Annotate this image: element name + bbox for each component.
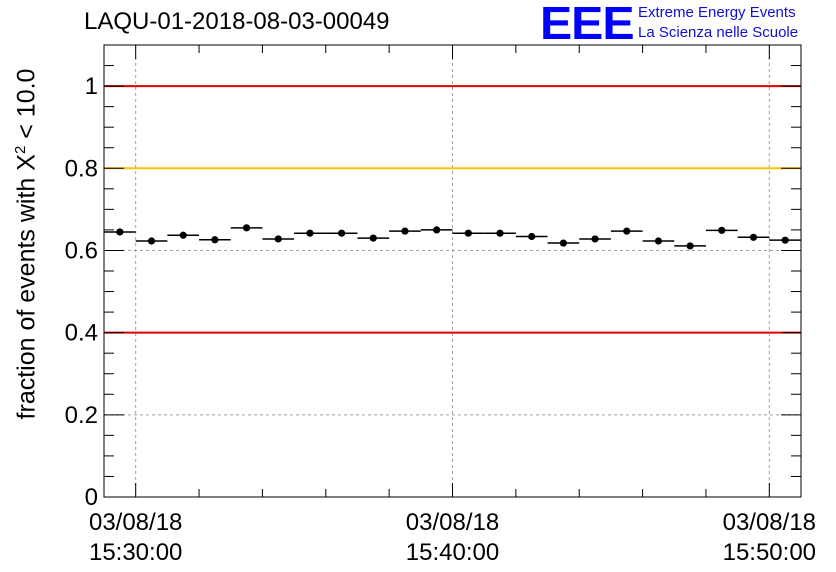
y-axis-label-prefix: fraction of events with X [12, 154, 41, 420]
data-points [104, 224, 801, 250]
chart-title: LAQU-01-2018-08-03-00049 [84, 8, 390, 35]
y-tick-label: 0 [85, 484, 98, 511]
y-axis-label-suffix: < 10.0 [12, 68, 41, 146]
data-point [623, 227, 631, 235]
logo-line-2: La Scienza nelle Scuole [638, 24, 799, 41]
data-point [781, 236, 789, 244]
data-point [211, 236, 219, 244]
x-tick-label-time: 15:40:00 [406, 539, 499, 566]
tick-labels: 0 0.2 0.4 0.6 0.8 1 03/08/18 15:30:00 03/08/18 15… [65, 73, 816, 566]
axis-ticks [104, 44, 801, 498]
logo-line-1: Extreme Energy Events [638, 4, 796, 21]
y-axis-label: fraction of events with X2 < 10.0 [12, 34, 42, 454]
x-tick-label-date: 03/08/18 [406, 509, 499, 536]
data-point [242, 224, 251, 232]
data-point [464, 229, 472, 237]
x-tick-label-date: 03/08/18 [723, 509, 816, 536]
data-point [749, 233, 758, 241]
y-tick-label: 0.4 [65, 320, 98, 347]
y-tick-label: 1 [85, 73, 98, 100]
data-point [686, 242, 694, 250]
data-point [528, 232, 536, 241]
y-tick-label: 0.2 [65, 402, 98, 429]
data-point [369, 234, 377, 242]
data-point [401, 227, 409, 235]
data-point [274, 235, 282, 243]
data-point [718, 226, 726, 234]
data-point [147, 237, 156, 245]
data-point [654, 237, 663, 245]
data-point [591, 235, 599, 243]
reference-lines [104, 85, 801, 334]
data-point [496, 229, 504, 237]
y-tick-label: 0.8 [65, 155, 98, 182]
data-point [179, 231, 187, 239]
x-tick-label-date: 03/08/18 [89, 509, 182, 536]
data-point [116, 228, 124, 236]
y-tick-label: 0.6 [65, 237, 98, 264]
x-tick-label-time: 15:30:00 [89, 539, 182, 566]
data-point [306, 229, 314, 237]
x-tick-label-time: 15:50:00 [723, 539, 816, 566]
grid-layer [104, 45, 801, 497]
eee-logo: EEE [540, 0, 635, 49]
data-point [433, 226, 441, 234]
y-axis-label-superscript: 2 [12, 145, 29, 155]
data-point [338, 229, 346, 237]
data-point [559, 239, 567, 247]
